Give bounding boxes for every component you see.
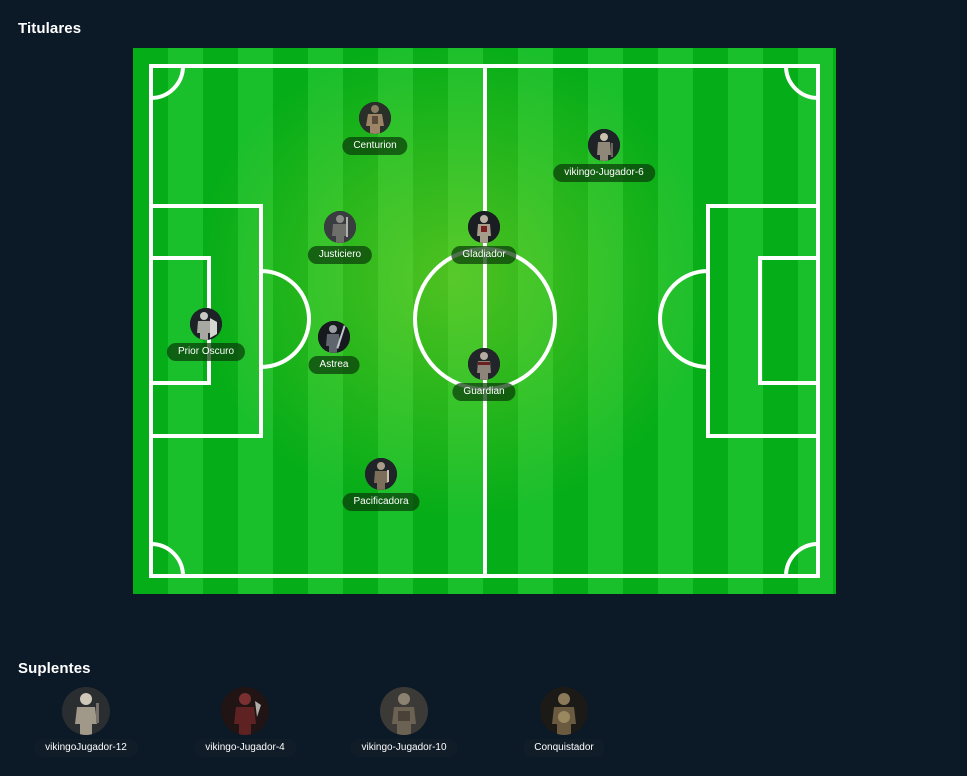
substitute-name: vikingo-Jugador-10: [350, 739, 458, 757]
player-name: Pacificadora: [342, 493, 420, 511]
substitutes-title: Suplentes: [18, 660, 91, 677]
substitute-vikingojugador-12[interactable]: vikingoJugador-12: [16, 687, 156, 759]
guardian-avatar-icon: [468, 348, 500, 380]
right-penalty-arc: [658, 269, 709, 369]
player-name: Guardian: [452, 383, 516, 401]
pitch-markings: [149, 64, 820, 578]
conquistador-avatar-icon: [540, 687, 588, 735]
player-name: Prior Oscuro: [166, 343, 246, 361]
right-goal-area: [758, 256, 820, 385]
player-name: Gladiador: [451, 246, 517, 264]
player-pacificadora[interactable]: Pacificadora: [311, 458, 451, 518]
player-astrea[interactable]: Astrea: [264, 321, 404, 381]
substitute-name: vikingoJugador-12: [34, 739, 138, 757]
player-name: Astrea: [308, 356, 360, 374]
player-justiciero[interactable]: Justiciero: [270, 211, 410, 271]
substitute-vikingo-jugador-4[interactable]: vikingo-Jugador-4: [175, 687, 315, 759]
corner-arc-top-left: [150, 65, 185, 100]
pacificadora-avatar-icon: [365, 458, 397, 490]
player-name: Justiciero: [307, 246, 373, 264]
right-penalty-area: [706, 204, 820, 438]
player-name: vikingo-Jugador-6: [553, 164, 655, 182]
vikingo-avatar-icon: [221, 687, 269, 735]
starters-title: Titulares: [18, 20, 82, 37]
player-prior-oscuro[interactable]: Prior Oscuro: [136, 308, 276, 368]
player-centurion[interactable]: Centurion: [305, 102, 445, 162]
player-name: Centurion: [342, 137, 408, 155]
player-guardian[interactable]: Guardian: [414, 348, 554, 408]
vikingo-avatar-icon: [380, 687, 428, 735]
substitute-name: vikingo-Jugador-4: [194, 739, 296, 757]
vikingo-avatar-icon: [62, 687, 110, 735]
player-vikingo-jugador-6[interactable]: vikingo-Jugador-6: [534, 129, 674, 189]
astrea-avatar-icon: [318, 321, 350, 353]
player-gladiador[interactable]: Gladiador: [414, 211, 554, 271]
justiciero-avatar-icon: [324, 211, 356, 243]
vikingo-avatar-icon: [588, 129, 620, 161]
substitute-conquistador[interactable]: Conquistador: [494, 687, 634, 759]
corner-arc-bottom-left: [150, 542, 185, 577]
corner-arc-bottom-right: [784, 542, 819, 577]
corner-arc-top-right: [784, 65, 819, 100]
gladiador-avatar-icon: [468, 211, 500, 243]
centurion-avatar-icon: [359, 102, 391, 134]
left-penalty-arc: [260, 269, 311, 369]
prior-oscuro-avatar-icon: [190, 308, 222, 340]
substitute-vikingo-jugador-10[interactable]: vikingo-Jugador-10: [334, 687, 474, 759]
substitute-name: Conquistador: [523, 739, 605, 757]
